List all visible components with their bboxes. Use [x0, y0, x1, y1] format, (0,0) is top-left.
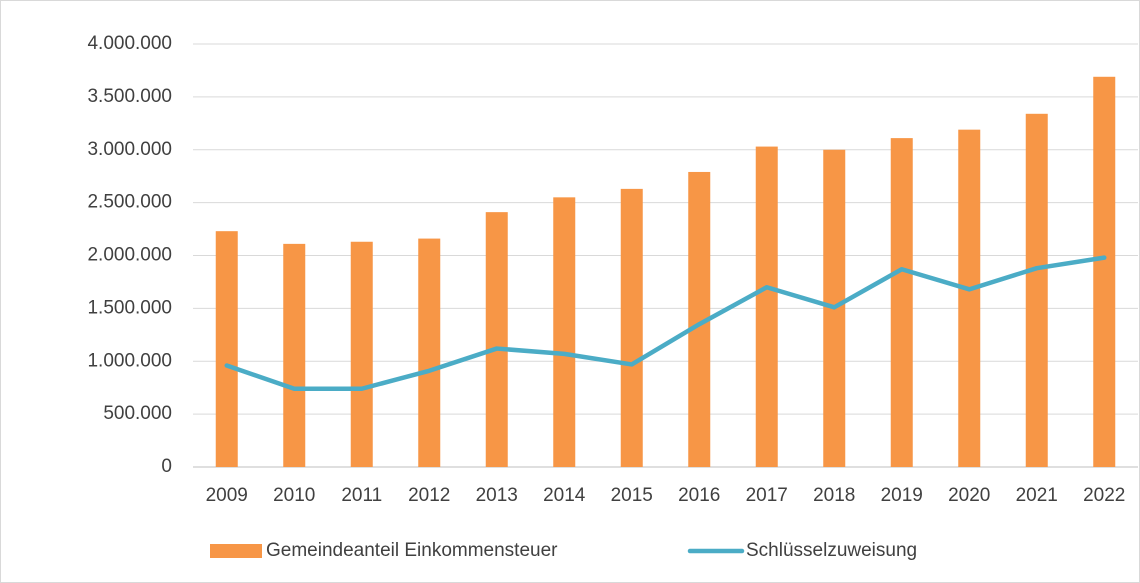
x-tick-label: 2019 [881, 485, 923, 506]
bar [418, 238, 441, 467]
y-tick-label: 1.500.000 [87, 297, 172, 318]
bar [215, 231, 238, 467]
y-tick-label: 4.000.000 [87, 33, 172, 54]
x-tick-label: 2015 [611, 485, 653, 506]
bar [620, 188, 643, 467]
x-tick-label: 2014 [543, 485, 586, 506]
bar [1025, 113, 1048, 468]
y-tick-label: 3.000.000 [87, 139, 172, 160]
y-tick-label: 1.000.000 [87, 350, 172, 371]
bar [1093, 76, 1116, 467]
bar [283, 243, 306, 467]
y-tick-label: 3.500.000 [87, 86, 172, 107]
y-tick-label: 2.000.000 [87, 245, 172, 266]
x-tick-label: 2021 [1016, 485, 1058, 506]
bar [350, 241, 373, 467]
bar [485, 212, 508, 467]
x-tick-label: 2009 [206, 485, 248, 506]
x-tick-label: 2013 [476, 485, 518, 506]
y-tick-label: 0 [161, 456, 172, 477]
y-tick-label: 2.500.000 [87, 192, 172, 213]
line [224, 255, 1107, 391]
x-tick-label: 2010 [273, 485, 315, 506]
legend-label: Schlüsselzuweisung [746, 540, 917, 561]
x-tick-label: 2016 [678, 485, 720, 506]
bar [755, 146, 778, 467]
x-tick-label: 2012 [408, 485, 450, 506]
x-tick-label: 2020 [948, 485, 990, 506]
bar [553, 197, 576, 467]
x-tick-label: 2018 [813, 485, 855, 506]
legend-swatch [210, 544, 262, 558]
bar [688, 171, 711, 467]
x-tick-label: 2017 [746, 485, 788, 506]
y-tick-label: 500.000 [103, 403, 172, 424]
bar [890, 138, 913, 467]
bar [958, 129, 981, 467]
legend-label: Gemeindeanteil Einkommensteuer [266, 540, 558, 561]
x-tick-label: 2011 [341, 485, 382, 506]
x-tick-label: 2022 [1083, 485, 1125, 506]
